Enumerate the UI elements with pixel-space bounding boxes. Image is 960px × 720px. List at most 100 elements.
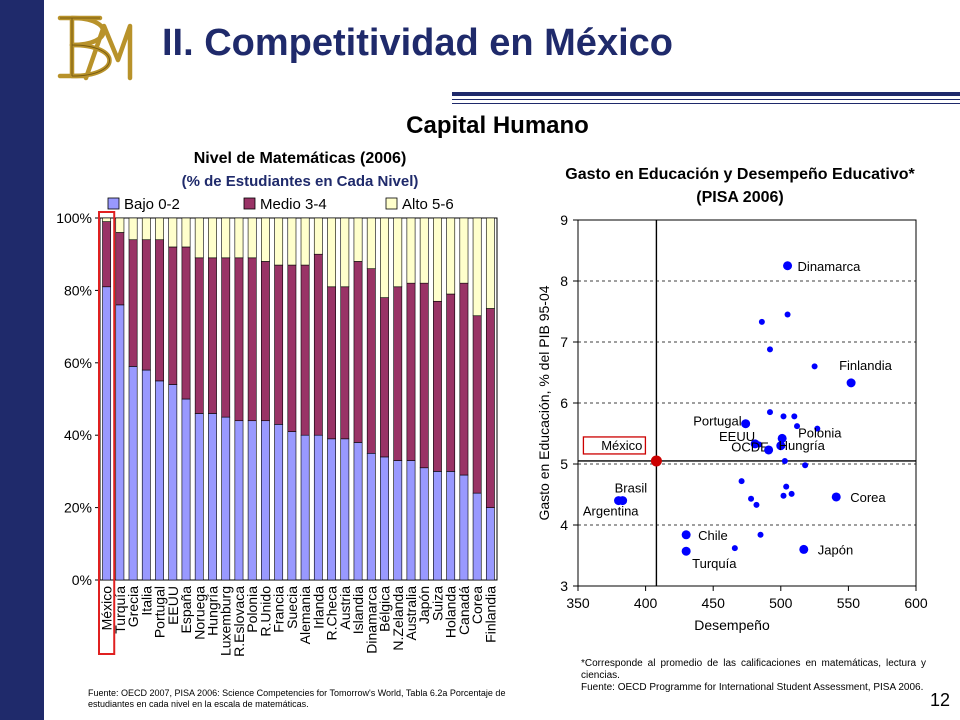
chart1-title: Nivel de Matemáticas (2006)	[193, 150, 407, 167]
bar-segment	[168, 384, 178, 581]
bar-segment	[406, 217, 416, 284]
bar-segment	[419, 467, 429, 581]
bar-segment	[102, 217, 112, 222]
x-tick-label: Austria	[337, 586, 353, 630]
x-tick-label: 600	[904, 595, 928, 611]
data-point	[781, 457, 788, 464]
bar-segment	[181, 398, 191, 581]
y-tick-label: 5	[560, 456, 568, 472]
x-tick-label: Grecia	[125, 586, 141, 627]
bar-segment	[353, 217, 363, 262]
y-tick-label: 80%	[64, 282, 92, 298]
data-point	[780, 492, 787, 499]
data-point	[846, 378, 856, 388]
bar-segment	[459, 217, 469, 284]
point-label: OCDE	[731, 440, 769, 455]
data-point	[738, 478, 745, 485]
bar-segment	[247, 217, 257, 259]
bar-segment	[300, 217, 310, 266]
data-point	[766, 409, 773, 416]
point-label: Japón	[818, 542, 853, 557]
data-point	[757, 531, 764, 538]
bar-segment	[485, 507, 495, 581]
bar-segment	[155, 239, 164, 382]
bar-segment	[128, 366, 138, 581]
data-point	[731, 545, 738, 552]
bar-segment	[380, 217, 389, 298]
data-point	[681, 546, 691, 556]
x-tick-label: Australia	[403, 586, 419, 641]
data-point	[764, 445, 774, 455]
chart2-notes: *Corresponde al promedio de las califica…	[581, 658, 926, 694]
data-point	[783, 261, 793, 271]
bar-segment	[287, 264, 297, 432]
bar-segment	[433, 471, 442, 581]
bar-segment	[446, 217, 456, 295]
slide-title: II. Competitividad en México	[162, 22, 673, 64]
data-point	[753, 501, 760, 508]
y-axis-label: Gasto en Educación, % del PIB 95-04	[536, 285, 552, 520]
math-levels-bar-chart: 0% 20% 40% 60% 80% 100% MéxicoTurquíaGreciaIta…	[56, 196, 498, 657]
bar-segment	[221, 217, 231, 259]
y-tick-label: 4	[560, 517, 568, 533]
bar-segment	[181, 217, 191, 248]
data-point	[802, 462, 809, 469]
legend-label: Medio 3-4	[260, 196, 327, 213]
x-tick-label: Polonia	[244, 586, 260, 633]
bar-segment	[353, 442, 363, 581]
chart1-subtitle: (% de Estudiantes en Cada Nivel)	[181, 173, 419, 190]
legend-swatch	[243, 197, 256, 210]
bar-segment	[472, 315, 482, 494]
point-label: Corea	[850, 490, 886, 505]
y-tick-label: 8	[560, 273, 568, 289]
x-tick-label: Turquía	[112, 586, 128, 634]
data-point	[799, 544, 809, 554]
y-tick-label: 3	[560, 578, 568, 594]
bar-segment	[393, 217, 403, 288]
y-tick-label: 6	[560, 395, 568, 411]
title-rule-thick	[452, 92, 960, 96]
plot-area	[99, 217, 498, 581]
data-point	[831, 492, 841, 502]
bar-segment	[102, 286, 112, 581]
bar-segment	[485, 308, 495, 508]
bar-segment	[247, 257, 257, 422]
y-tick-label: 7	[560, 334, 568, 350]
data-point	[794, 423, 801, 430]
bar-segment	[115, 217, 125, 233]
y-tick-label: 0%	[72, 572, 92, 588]
x-tick-label: R.Checa	[324, 586, 340, 641]
bar-segment	[287, 431, 297, 581]
bar-segment	[393, 286, 403, 461]
point-label: Hungría	[779, 438, 826, 453]
bar-segment	[141, 239, 151, 371]
point-label: Dinamarca	[798, 259, 862, 274]
x-tick-label: 500	[769, 595, 793, 611]
bar-segment	[234, 217, 244, 259]
page-number: 12	[930, 690, 951, 710]
x-tick-label: Dinamarca	[363, 586, 379, 654]
bar-segment	[194, 257, 204, 414]
bar-segment	[274, 264, 284, 425]
bar-segment	[274, 217, 284, 266]
x-tick-label: Japón	[416, 586, 432, 624]
point-label: Finlandia	[839, 358, 893, 373]
bar-segment	[327, 438, 336, 581]
bar-segment	[459, 474, 469, 581]
point-label: Polonia	[798, 425, 842, 440]
bar-segment	[208, 413, 217, 581]
data-point	[776, 441, 786, 451]
y-tick-label: 40%	[64, 427, 92, 443]
x-tick-label: 550	[837, 595, 861, 611]
bar-segment	[366, 268, 376, 454]
data-point	[748, 495, 755, 502]
y-tick-label: 60%	[64, 355, 92, 371]
mexico-highlight-box	[98, 211, 116, 655]
bar-segment	[419, 217, 429, 284]
x-tick-label: Francia	[271, 586, 287, 633]
chart2-source: Fuente: OECD Programme for International…	[581, 682, 924, 693]
bar-segment	[485, 217, 495, 309]
title-rule-thin-2	[452, 103, 960, 104]
bar-segment	[300, 264, 310, 436]
x-tick-label: N.Zelanda	[390, 586, 406, 651]
